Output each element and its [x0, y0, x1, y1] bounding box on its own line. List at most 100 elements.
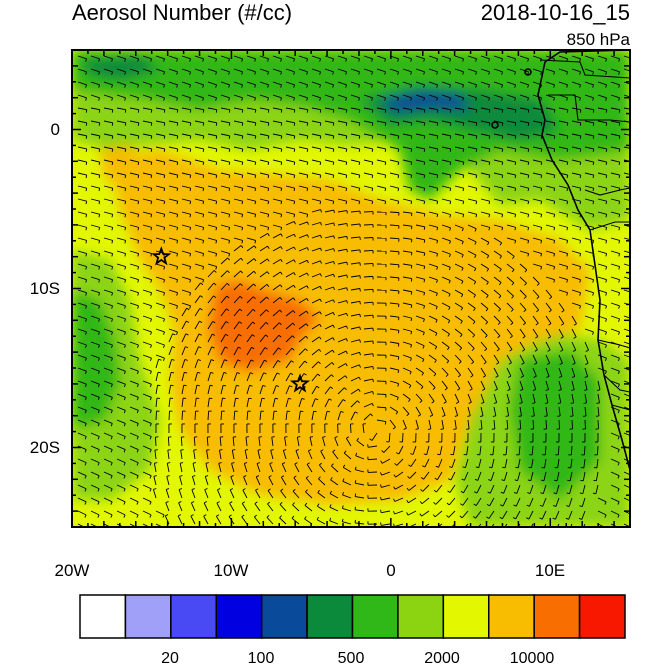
wind-barb-feather — [593, 149, 594, 152]
wind-barb-feather — [411, 305, 412, 308]
wind-barb-feather — [606, 136, 607, 139]
wind-barb-feather — [515, 467, 518, 468]
wind-barb-feather — [85, 528, 86, 531]
wind-barb-feather — [450, 123, 451, 126]
wind-barb-feather — [411, 136, 412, 139]
wind-barb-feather — [571, 403, 574, 404]
wind-barb-feather — [558, 403, 561, 404]
wind-barb-feather — [632, 293, 633, 296]
wind-barb-feather — [184, 385, 187, 386]
wind-barb-feather — [255, 149, 256, 152]
wind-barb — [390, 212, 399, 213]
wind-barb — [364, 237, 373, 238]
wind-barb-feather — [320, 149, 321, 152]
wind-barb-feather — [528, 110, 529, 113]
wind-barb-feather — [631, 358, 632, 361]
wind-barb-feather — [124, 528, 125, 531]
wind-barb-feather — [151, 149, 152, 152]
wind-barb-feather — [539, 530, 542, 531]
wind-barb-feather — [125, 149, 126, 152]
wind-barb-feather — [441, 429, 444, 430]
wind-barb — [364, 250, 373, 251]
wind-barb-feather — [632, 85, 633, 88]
wind-barb-feather — [372, 110, 373, 113]
wind-barb-feather — [164, 123, 165, 126]
wind-barb-feather — [346, 110, 347, 113]
wind-barb-feather — [428, 429, 431, 430]
lon-label-10w: 10W — [201, 561, 261, 581]
wind-barb-feather — [229, 123, 230, 126]
wind-barb-feather — [333, 110, 334, 113]
wind-barb-feather — [631, 502, 632, 505]
wind-barb-feather — [355, 480, 356, 483]
wind-barb-feather — [631, 450, 632, 453]
wind-barb-feather — [515, 149, 516, 152]
wind-barb-feather — [631, 528, 632, 531]
wind-barb-feather — [632, 59, 633, 62]
colorbar-swatch — [398, 595, 443, 638]
wind-barb-feather — [151, 110, 152, 113]
wind-barb-feather — [112, 110, 113, 113]
wind-barb-feather — [489, 136, 490, 139]
wind-barb-feather — [320, 110, 321, 113]
wind-barb-feather — [347, 262, 348, 265]
wind-barb-feather — [554, 136, 555, 139]
wind-barb-feather — [294, 149, 295, 152]
lon-label-0: 0 — [361, 561, 421, 581]
colorbar-label-500: 500 — [316, 650, 386, 668]
wind-barb-feather — [297, 437, 300, 438]
wind-barb-feather — [502, 123, 503, 126]
wind-barb-feather — [580, 123, 581, 126]
wind-barb-feather — [294, 136, 295, 139]
wind-barb-feather — [632, 123, 633, 126]
wind-barb-feather — [463, 136, 464, 139]
wind-barb-feather — [424, 227, 425, 230]
wind-barb-feather — [593, 110, 594, 113]
colorbar-swatch — [489, 595, 534, 638]
wind-barb-feather — [203, 123, 204, 126]
colorbar-swatch — [171, 595, 216, 638]
wind-barb-feather — [281, 136, 282, 139]
wind-barb-feather — [307, 136, 308, 139]
wind-barb-feather — [242, 123, 243, 126]
wind-barb-feather — [606, 149, 607, 152]
wind-barb-feather — [171, 385, 174, 386]
wind-barb-feather — [164, 110, 165, 113]
wind-barb-feather — [232, 450, 235, 451]
wind-barb-feather — [502, 136, 503, 139]
wind-barb-feather — [567, 110, 568, 113]
wind-barb-feather — [632, 188, 633, 191]
wind-barb — [364, 276, 373, 277]
wind-barb-feather — [463, 123, 464, 126]
wind-barb-feather — [193, 463, 196, 464]
wind-barb-feather — [180, 463, 183, 464]
wind-barb-feather — [631, 476, 632, 479]
wind-barb-feather — [197, 385, 200, 386]
wind-barb-feather — [489, 149, 490, 152]
wind-barb-feather — [138, 123, 139, 126]
wind-barb-feather — [190, 136, 191, 139]
wind-barb-feather — [411, 292, 412, 295]
wind-barb-feather — [262, 398, 265, 399]
wind-barb-feather — [281, 110, 282, 113]
wind-barb-feather — [99, 110, 100, 113]
wind-barb-feather — [463, 149, 464, 152]
wind-barb-feather — [528, 123, 529, 126]
wind-barb — [559, 420, 560, 429]
wind-barb-feather — [112, 149, 113, 152]
wind-barb-feather — [307, 123, 308, 126]
wind-barb-feather — [255, 136, 256, 139]
wind-barb — [168, 437, 169, 446]
wind-barb-feather — [631, 423, 632, 426]
wind-barb-feather — [86, 136, 87, 139]
wind-barb-feather — [526, 530, 529, 532]
wind-barb-feather — [632, 201, 633, 204]
wind-barb-feather — [476, 149, 477, 152]
wind-barb-feather — [294, 123, 295, 126]
wind-barb — [155, 437, 156, 446]
wind-barb-feather — [631, 345, 632, 348]
wind-barb-feather — [437, 149, 438, 152]
wind-barb-feather — [268, 123, 269, 126]
wind-barb-feather — [513, 530, 516, 532]
wind-barb-feather — [398, 136, 399, 139]
